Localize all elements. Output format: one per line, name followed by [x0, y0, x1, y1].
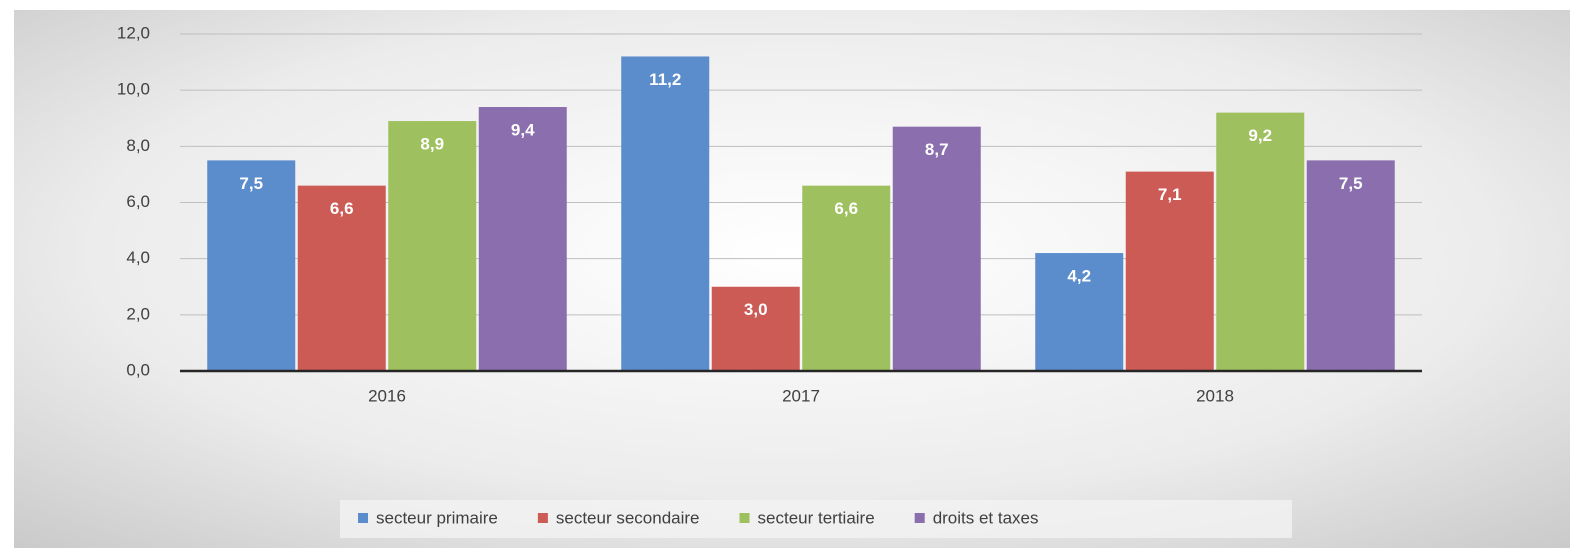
x-tick-label: 2018 [1196, 386, 1234, 405]
bar [207, 160, 296, 371]
bar [711, 286, 800, 371]
legend-box [340, 500, 1292, 538]
y-tick-label: 8,0 [126, 136, 150, 155]
value-label: 11,2 [649, 70, 681, 89]
legend-marker [358, 513, 368, 523]
value-label: 8,7 [925, 140, 949, 159]
value-label: 6,6 [330, 199, 354, 218]
legend-label: droits et taxes [933, 508, 1039, 527]
value-label: 3,0 [744, 300, 768, 319]
y-tick-label: 10,0 [117, 80, 150, 99]
value-label: 7,5 [239, 174, 263, 193]
value-label: 9,4 [511, 121, 535, 140]
bar [1306, 160, 1395, 371]
bar [1216, 112, 1305, 371]
bar [1035, 253, 1124, 371]
legend-marker [537, 513, 548, 523]
y-tick-label: 2,0 [126, 304, 150, 323]
bar [621, 56, 710, 371]
x-tick-label: 2016 [368, 386, 406, 405]
bar [1125, 171, 1214, 371]
legend-marker [739, 513, 750, 523]
bar [388, 121, 477, 371]
y-tick-label: 6,0 [126, 192, 150, 211]
legend-label: secteur primaire [376, 508, 498, 527]
legend-label: secteur tertiaire [758, 508, 875, 527]
bar [297, 185, 386, 371]
legend-marker [914, 513, 925, 523]
x-tick-label: 2017 [782, 386, 820, 405]
value-label: 4,2 [1067, 267, 1091, 286]
bar [892, 126, 981, 371]
value-label: 6,6 [834, 199, 858, 218]
value-label: 9,2 [1248, 126, 1272, 145]
value-label: 8,9 [420, 135, 444, 154]
bar [802, 185, 891, 371]
y-tick-label: 0,0 [126, 360, 150, 379]
legend-label: secteur secondaire [556, 508, 700, 527]
y-tick-label: 4,0 [126, 248, 150, 267]
value-label: 7,1 [1158, 185, 1182, 204]
bar [478, 107, 567, 372]
value-label: 7,5 [1339, 174, 1363, 193]
y-tick-label: 12,0 [117, 23, 150, 42]
